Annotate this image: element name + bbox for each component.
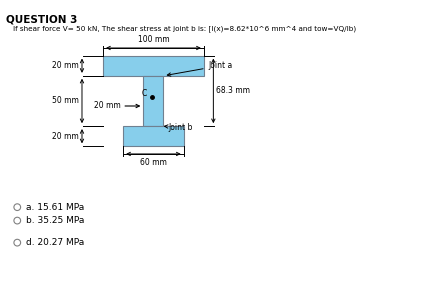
Text: 20 mm: 20 mm (52, 132, 79, 141)
Text: QUESTION 3: QUESTION 3 (6, 14, 77, 25)
Bar (123, 126, 183, 146)
Bar (143, 76, 163, 126)
Text: a. 15.61 MPa: a. 15.61 MPa (26, 203, 84, 212)
Text: Joint a: Joint a (167, 61, 232, 76)
Text: 20 mm: 20 mm (52, 61, 79, 70)
Bar (103, 56, 203, 76)
Text: 20 mm: 20 mm (93, 102, 120, 111)
Text: d. 20.27 MPa: d. 20.27 MPa (26, 238, 84, 247)
Text: Joint b: Joint b (164, 123, 192, 132)
Text: 68.3 mm: 68.3 mm (216, 86, 250, 95)
Text: C: C (141, 89, 146, 98)
Text: 50 mm: 50 mm (52, 96, 79, 105)
Text: 60 mm: 60 mm (140, 158, 167, 167)
Text: b. 35.25 MPa: b. 35.25 MPa (26, 216, 84, 225)
Text: 100 mm: 100 mm (137, 35, 169, 44)
Text: If shear force V= 50 kN, The shear stress at joint b is: [I(x)=8.62*10^6 mm^4 an: If shear force V= 50 kN, The shear stres… (13, 25, 356, 32)
